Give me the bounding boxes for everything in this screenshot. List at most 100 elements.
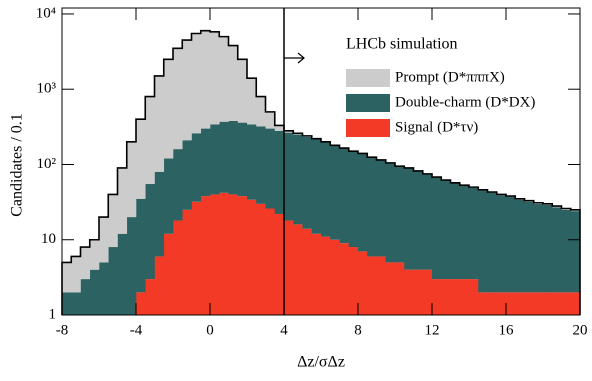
histogram-bar	[182, 40, 192, 141]
histogram-bar	[395, 166, 405, 263]
cut-arrow	[284, 52, 305, 64]
histogram-bar	[182, 209, 192, 315]
histogram-bar	[99, 217, 109, 263]
histogram-bar	[284, 132, 294, 221]
histogram-bar	[515, 292, 525, 315]
histogram-bar	[385, 163, 396, 263]
histogram-bar	[450, 183, 461, 280]
histogram-bar	[210, 124, 220, 195]
histogram-bar	[376, 256, 387, 315]
histogram-bar	[459, 185, 470, 280]
histogram-bar	[487, 192, 498, 293]
histogram-bar	[561, 209, 572, 293]
histogram-bar	[173, 220, 183, 315]
histogram-bar	[524, 201, 535, 293]
legend-label: Signal (D*τν)	[395, 119, 478, 135]
histogram-bar	[126, 141, 137, 218]
histogram-bar	[367, 157, 377, 257]
y-tick-label: 10⁴	[36, 5, 56, 21]
histogram-bar	[376, 160, 387, 257]
histogram-bar	[552, 207, 562, 293]
histogram-bar	[265, 208, 276, 315]
histogram-bar	[432, 177, 442, 280]
histogram-bar	[395, 262, 405, 315]
histogram-bar	[163, 158, 174, 234]
histogram-bar	[154, 256, 165, 315]
histogram-bar	[330, 239, 340, 315]
histogram-bar	[126, 217, 137, 315]
histogram-bar	[385, 262, 396, 315]
histogram-bar	[321, 142, 331, 237]
histogram-bar	[247, 199, 257, 315]
histogram-bar	[339, 148, 350, 244]
histogram-bar	[219, 36, 229, 122]
histogram-bar	[265, 111, 276, 129]
histogram-bar	[200, 30, 211, 129]
histogram-bar	[136, 119, 146, 199]
histogram-bar	[117, 167, 128, 234]
histogram-bar	[330, 145, 340, 240]
histogram-bar	[145, 96, 155, 185]
histogram-bar	[561, 292, 572, 315]
histogram-bar	[469, 279, 479, 315]
histogram-bar	[274, 125, 285, 131]
histogram-bar	[136, 198, 146, 293]
histogram-bar	[441, 180, 451, 280]
histogram-bar	[552, 292, 562, 315]
histogram-bar	[256, 96, 266, 127]
x-axis-label: Δz/σΔz	[297, 354, 345, 371]
y-tick-label: 1	[49, 306, 57, 322]
histogram-bar	[413, 171, 424, 270]
histogram-bar	[543, 292, 553, 315]
histogram-bar	[154, 171, 165, 257]
histogram-bar	[89, 239, 100, 270]
histogram-bar	[450, 279, 461, 315]
histogram-bar	[265, 128, 276, 209]
histogram-bar	[358, 153, 368, 252]
histogram-bar	[422, 269, 433, 315]
plot-frame	[61, 7, 581, 316]
histogram-bar	[145, 279, 155, 315]
histogram-bar	[182, 140, 192, 210]
histogram-bar	[533, 203, 544, 293]
histogram-bar	[163, 233, 174, 315]
histogram-bar	[256, 203, 266, 315]
histogram-bar	[247, 78, 257, 125]
x-tick-label: -4	[130, 322, 143, 338]
histogram-bar	[237, 196, 248, 315]
histogram-bar	[228, 194, 239, 315]
histogram-bar	[237, 59, 248, 123]
histogram-bar	[191, 133, 202, 202]
x-tick-label: -8	[56, 322, 69, 338]
legend-swatch	[346, 69, 390, 87]
histogram-bar	[321, 236, 331, 315]
x-tick-label: 8	[354, 322, 362, 338]
annotation: LHCb simulation	[346, 36, 458, 53]
x-tick-label: 16	[499, 322, 515, 338]
histogram-bar	[302, 228, 313, 315]
histogram-bar	[145, 184, 155, 280]
total-outline	[61, 29, 581, 315]
histogram-bar	[339, 243, 350, 315]
histogram-bar	[348, 151, 359, 248]
histogram-bar	[570, 292, 581, 315]
histogram-bar	[478, 292, 488, 315]
histogram-bar	[469, 187, 479, 280]
histogram-bar	[191, 33, 202, 134]
histogram-bar	[515, 199, 525, 293]
legend-swatch	[346, 94, 390, 112]
histogram-bar	[459, 279, 470, 315]
histogram-bar	[247, 124, 257, 200]
histogram-bar	[219, 192, 229, 315]
histogram-bar	[136, 292, 146, 315]
histogram-bar	[71, 256, 81, 293]
histogram-bar	[71, 292, 81, 315]
histogram-bar	[89, 269, 100, 315]
histogram-bar	[293, 134, 303, 225]
histogram-bar	[154, 75, 165, 172]
histogram-bar	[478, 190, 488, 293]
histogram-bar	[62, 292, 72, 315]
x-tick-label: 4	[280, 322, 288, 338]
histogram-bar	[496, 292, 507, 315]
